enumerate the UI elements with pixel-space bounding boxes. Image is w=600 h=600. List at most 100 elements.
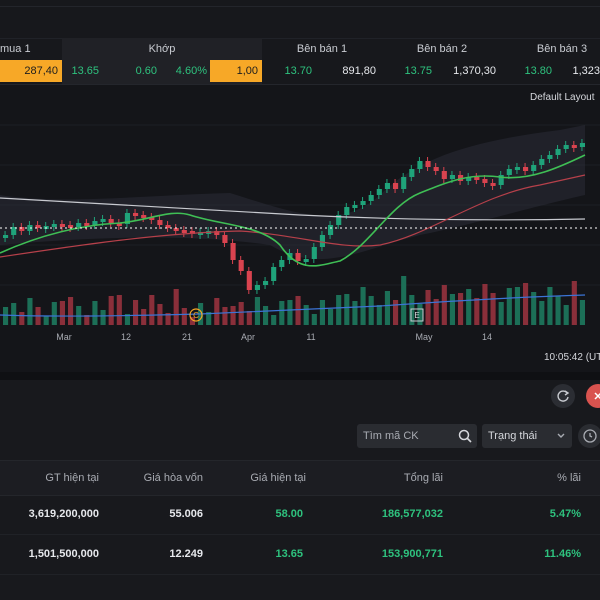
status-dropdown[interactable]: Trạng thái [482,424,572,448]
volume-bar [474,298,480,325]
volume-bar [401,276,407,325]
stock-search-input[interactable] [357,424,465,448]
volume-bar [571,281,577,325]
ask2-price: 13.75 [404,65,432,77]
x-tick-label: 21 [182,332,192,342]
status-dropdown-label: Trạng thái [488,430,538,442]
ma-long-line [0,174,586,258]
x-tick-label: 12 [121,332,131,342]
volume-bar [246,311,252,325]
ask1-volume: 891,80 [342,65,376,77]
candle [384,183,390,189]
candle [425,161,431,167]
order-book: mua 1 Khớp Bên bán 1 Bên bán 2 Bên bán 3… [0,38,600,84]
candle [441,171,447,179]
history-icon [583,429,597,443]
history-button[interactable] [578,424,600,448]
volume-bar [279,301,285,325]
volume-bar [498,302,504,325]
volume-bar [230,306,236,325]
candle [133,213,139,216]
candle [19,227,25,231]
volume-bar [547,287,553,325]
candle [124,213,130,224]
candle [571,145,577,148]
volume-bar [27,298,33,325]
candle [141,215,147,218]
volume-bar [108,296,114,325]
candle [246,271,252,290]
candle [271,267,277,281]
cell-current-price: 13.65 [275,548,303,560]
volume-bar [531,292,537,325]
candle [417,161,423,169]
volume-bar [3,307,9,325]
refresh-icon [557,390,570,402]
volume-bar [579,300,585,325]
cell-current-value: 1,501,500,000 [28,548,99,560]
volume-bar [376,305,382,325]
volume-bar [311,314,317,325]
volume-bar [458,293,464,325]
volume-bar [133,300,139,325]
volume-bar [490,293,496,325]
col-current-value[interactable]: GT hiện tại [45,472,99,484]
cell-profit-pct: 5.47% [549,508,581,520]
col-total-profit[interactable]: Tổng lãi [403,472,443,484]
price-chart[interactable]: C E Mar 12 21 Apr 11 May 14 [0,84,600,349]
ask2-volume: 1,370,30 [453,65,496,77]
candle [279,260,285,267]
candle [59,224,65,227]
match-header: Khớp [148,43,176,55]
close-icon [594,392,600,400]
ask1-header: Bên bán 1 [296,43,348,55]
table-header: GT hiện tại Giá hòa vốn Giá hiện tại Tổn… [0,460,600,496]
candle [27,225,33,231]
candle [555,149,561,155]
candle [344,207,350,215]
volume-bar [328,309,334,325]
candle [506,169,512,175]
time-bar [0,348,600,372]
candle [214,231,220,235]
ma-short-line [0,154,586,267]
volume-bar [141,309,147,325]
col-breakeven[interactable]: Giá hòa vốn [143,472,203,484]
event-marker-e [410,308,424,322]
stock-search[interactable] [357,424,477,448]
candle [409,169,415,177]
volume-bar [336,295,342,325]
table-row[interactable]: 3,619,200,000 55.006 58.00 186,577,032 5… [0,494,600,535]
volume-bar [68,297,74,325]
volume-bar [303,305,309,325]
col-profit-pct[interactable]: % lãi [557,472,581,484]
candle [336,215,342,225]
volume-bar [563,305,569,325]
search-icon[interactable] [457,428,473,444]
volume-bar [352,301,358,325]
layout-selector[interactable]: Default Layout [530,92,595,103]
volume-bar [368,296,374,325]
refresh-button[interactable] [551,384,575,408]
candle [401,177,407,189]
table-row[interactable]: 1,501,500,000 12.249 13.65 153,900,771 1… [0,534,600,575]
volume-bar [51,302,57,325]
x-tick-label: Mar [56,332,72,342]
candle [376,189,382,195]
volume-bar [506,288,512,325]
volume-bar [555,296,561,325]
event-marker-c-label: C [193,311,199,320]
volume-bar [124,314,130,325]
volume-bar [539,301,545,325]
ask1-price: 13.70 [284,65,312,77]
match-price: 13.65 [71,65,99,77]
candle [92,221,98,225]
col-current-price[interactable]: Giá hiện tại [250,472,306,484]
close-button[interactable] [586,384,600,408]
candle [51,224,57,227]
volume-bar [523,283,529,325]
candle [466,177,472,181]
candle [68,225,74,228]
candlestick-chart-svg[interactable]: C E Mar 12 21 Apr 11 May 14 [0,85,600,349]
volume-bar [149,295,155,325]
